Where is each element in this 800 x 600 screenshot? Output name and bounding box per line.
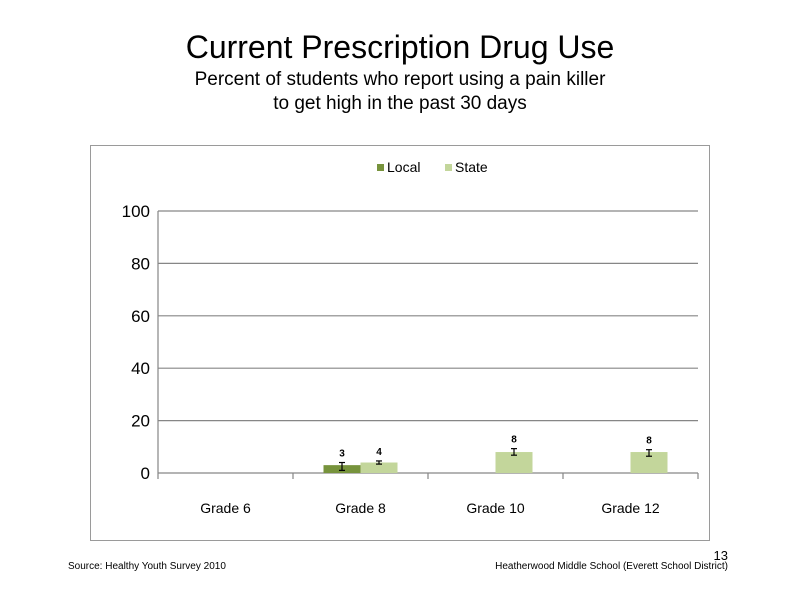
- footer-source: Source: Healthy Youth Survey 2010: [68, 561, 226, 572]
- slide-subtitle: Percent of students who report using a p…: [0, 68, 800, 116]
- bar-state-2: [495, 452, 533, 473]
- data-label: 3: [339, 449, 345, 460]
- bar-chart: 0 20 40 60 80 100 Grade 6 Grade 8 Grade 10 Grade …: [122, 159, 699, 516]
- subtitle-line-1: Percent of students who report using a p…: [194, 69, 606, 90]
- y-tick-label: 100: [122, 202, 150, 221]
- page-number: 13: [713, 548, 728, 563]
- data-label: 8: [646, 436, 652, 447]
- y-tick-label: 40: [131, 359, 150, 378]
- bar-state-1: [360, 462, 398, 473]
- x-tick-label: Grade 12: [601, 500, 660, 516]
- data-label: 8: [511, 435, 517, 446]
- chart-frame: 0 20 40 60 80 100 Grade 6 Grade 8 Grade 10 Grade …: [90, 145, 710, 541]
- slide-title: Current Prescription Drug Use: [185, 29, 615, 65]
- y-tick-label: 80: [131, 254, 150, 273]
- legend-label-state: State: [455, 159, 488, 175]
- footer-school: Heatherwood Middle School (Everett Schoo…: [495, 561, 728, 572]
- bar-state-3: [630, 452, 668, 473]
- data-label: 4: [376, 447, 382, 458]
- legend-swatch-local: [377, 164, 384, 171]
- y-tick-label: 60: [131, 307, 150, 326]
- x-tick-label: Grade 10: [466, 500, 525, 516]
- legend-label-local: Local: [387, 159, 420, 175]
- y-tick-label: 20: [131, 412, 150, 431]
- x-tick-label: Grade 8: [335, 500, 386, 516]
- legend-swatch-state: [445, 164, 452, 171]
- x-tick-label: Grade 6: [200, 500, 251, 516]
- subtitle-line-2: to get high in the past 30 days: [273, 93, 527, 114]
- y-tick-label: 0: [141, 464, 150, 483]
